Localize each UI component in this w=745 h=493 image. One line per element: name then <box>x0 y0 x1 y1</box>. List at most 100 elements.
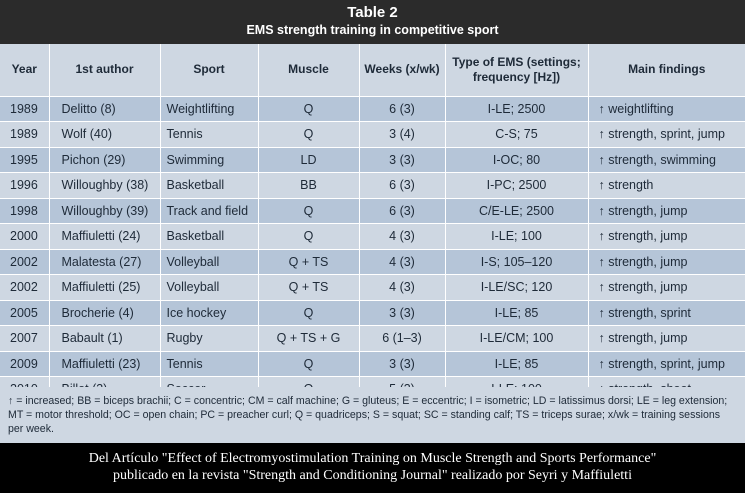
cell-sport: Volleyball <box>160 249 259 275</box>
cell-year: 2000 <box>0 223 50 249</box>
column-header-author: 1st author <box>49 44 161 97</box>
cell-sport: Ice hockey <box>160 300 259 326</box>
cell-sport: Rugby <box>160 325 259 351</box>
cell-weeks: 6 (3) <box>359 172 446 198</box>
table-title: Table 2 <box>347 4 398 21</box>
cell-weeks: 3 (3) <box>359 351 446 377</box>
cell-author: Wolf (40) <box>49 121 161 147</box>
cell-findings: ↑ strength <box>598 178 654 193</box>
cell-muscle: Q <box>258 223 360 249</box>
cell-weeks: 3 (4) <box>359 121 446 147</box>
column-header-ems-type: Type of EMS (settings; frequency [Hz]) <box>445 44 589 97</box>
cell-sport: Swimming <box>160 147 259 173</box>
cell-muscle: Q <box>258 300 360 326</box>
cell-year: 2002 <box>0 249 50 275</box>
cell-findings: ↑ strength, jump <box>598 254 688 269</box>
cell-findings: ↑ strength, jump <box>598 229 688 244</box>
cell-weeks: 3 (3) <box>359 147 446 173</box>
cell-year: 2002 <box>0 274 50 300</box>
cell-ems-type: I-LE; 100 <box>445 223 589 249</box>
cell-author: Maffiuletti (24) <box>49 223 161 249</box>
cell-ems-type: I-LE; 85 <box>445 351 589 377</box>
ems-table: Year 1st author Sport Muscle Weeks (x/wk… <box>0 44 745 403</box>
cell-year: 2007 <box>0 325 50 351</box>
cell-sport: Track and field <box>160 198 259 224</box>
cell-findings: ↑ strength, jump <box>598 280 688 295</box>
cell-year: 1998 <box>0 198 50 224</box>
cell-sport: Tennis <box>160 121 259 147</box>
cell-weeks: 4 (3) <box>359 223 446 249</box>
cell-ems-type: I-S; 105–120 <box>445 249 589 275</box>
cell-ems-type: I-LE/SC; 120 <box>445 274 589 300</box>
cell-author: Babault (1) <box>49 325 161 351</box>
cell-muscle: Q + TS <box>258 249 360 275</box>
column-header-sport: Sport <box>160 44 259 97</box>
table-header-row: Year 1st author Sport Muscle Weeks (x/wk… <box>0 44 745 97</box>
table-header: Table 2 EMS strength training in competi… <box>0 0 745 44</box>
cell-author: Brocherie (4) <box>49 300 161 326</box>
table-row: 1995 Pichon (29) Swimming LD 3 (3) I-OC; 80 ↑ … <box>0 147 745 173</box>
cell-year: 2009 <box>0 351 50 377</box>
cell-ems-type: I-OC; 80 <box>445 147 589 173</box>
cell-year: 1989 <box>0 96 50 122</box>
cell-year: 1996 <box>0 172 50 198</box>
cell-weeks: 4 (3) <box>359 274 446 300</box>
cell-muscle: LD <box>258 147 360 173</box>
figure-caption: Del Artículo "Effect of Electromyostimul… <box>0 443 745 493</box>
cell-ems-type: C-S; 75 <box>445 121 589 147</box>
cell-ems-type: I-PC; 2500 <box>445 172 589 198</box>
cell-sport: Basketball <box>160 172 259 198</box>
cell-sport: Tennis <box>160 351 259 377</box>
cell-year: 2005 <box>0 300 50 326</box>
cell-author: Malatesta (27) <box>49 249 161 275</box>
cell-muscle: Q <box>258 351 360 377</box>
cell-author: Maffiuletti (23) <box>49 351 161 377</box>
cell-sport: Basketball <box>160 223 259 249</box>
cell-findings: ↑ weightlifting <box>598 101 674 116</box>
cell-muscle: BB <box>258 172 360 198</box>
cell-muscle: Q <box>258 96 360 122</box>
column-header-weeks: Weeks (x/wk) <box>359 44 446 97</box>
table-row: 2009 Maffiuletti (23) Tennis Q 3 (3) I-LE; 85… <box>0 351 745 377</box>
cell-weeks: 6 (3) <box>359 198 446 224</box>
caption-line-2: publicado en la revista "Strength and Co… <box>113 468 632 483</box>
column-header-muscle: Muscle <box>258 44 360 97</box>
cell-findings: ↑ strength, jump <box>598 203 688 218</box>
column-header-year: Year <box>0 44 50 97</box>
cell-muscle: Q <box>258 121 360 147</box>
cell-year: 1995 <box>0 147 50 173</box>
cell-findings: ↑ strength, sprint <box>598 305 691 320</box>
cell-findings: ↑ strength, sprint, jump <box>598 127 725 142</box>
cell-ems-type: I-LE; 2500 <box>445 96 589 122</box>
cell-ems-type: C/E-LE; 2500 <box>445 198 589 224</box>
table-row: 2002 Maffiuletti (25) Volleyball Q + TS 4 (3… <box>0 274 745 300</box>
caption-line-1: Del Artículo "Effect of Electromyostimul… <box>88 451 657 466</box>
table-subtitle: EMS strength training in competitive spo… <box>246 23 499 37</box>
cell-year: 1989 <box>0 121 50 147</box>
table-row: 1996 Willoughby (38) Basketball BB 6 (3) I-PC… <box>0 172 745 198</box>
cell-weeks: 3 (3) <box>359 300 446 326</box>
cell-author: Delitto (8) <box>49 96 161 122</box>
cell-findings: ↑ strength, swimming <box>598 152 716 167</box>
cell-findings: ↑ strength, jump <box>598 331 688 346</box>
table-body: 1989 Delitto (8) Weightlifting Q 6 (3) I-LE; … <box>0 96 745 402</box>
column-header-findings: Main findings <box>588 44 745 97</box>
table-row: 2002 Malatesta (27) Volleyball Q + TS 4 (3) I… <box>0 249 745 275</box>
table-row: 2000 Maffiuletti (24) Basketball Q 4 (3) I-LE… <box>0 223 745 249</box>
cell-sport: Volleyball <box>160 274 259 300</box>
cell-sport: Weightlifting <box>160 96 259 122</box>
table-footnote: ↑ = increased; BB = biceps brachii; C = … <box>0 387 745 443</box>
table-row: 1998 Willoughby (39) Track and field Q 6 (3)… <box>0 198 745 224</box>
cell-findings: ↑ strength, sprint, jump <box>598 356 725 371</box>
cell-author: Willoughby (39) <box>49 198 161 224</box>
cell-muscle: Q + TS <box>258 274 360 300</box>
table-row: 2005 Brocherie (4) Ice hockey Q 3 (3) I-LE; 8… <box>0 300 745 326</box>
cell-author: Maffiuletti (25) <box>49 274 161 300</box>
cell-ems-type: I-LE/CM; 100 <box>445 325 589 351</box>
cell-ems-type: I-LE; 85 <box>445 300 589 326</box>
table-row: 1989 Delitto (8) Weightlifting Q 6 (3) I-LE; … <box>0 96 745 122</box>
table-row: 1989 Wolf (40) Tennis Q 3 (4) C-S; 75 ↑ streng… <box>0 121 745 147</box>
cell-weeks: 6 (1–3) <box>359 325 446 351</box>
